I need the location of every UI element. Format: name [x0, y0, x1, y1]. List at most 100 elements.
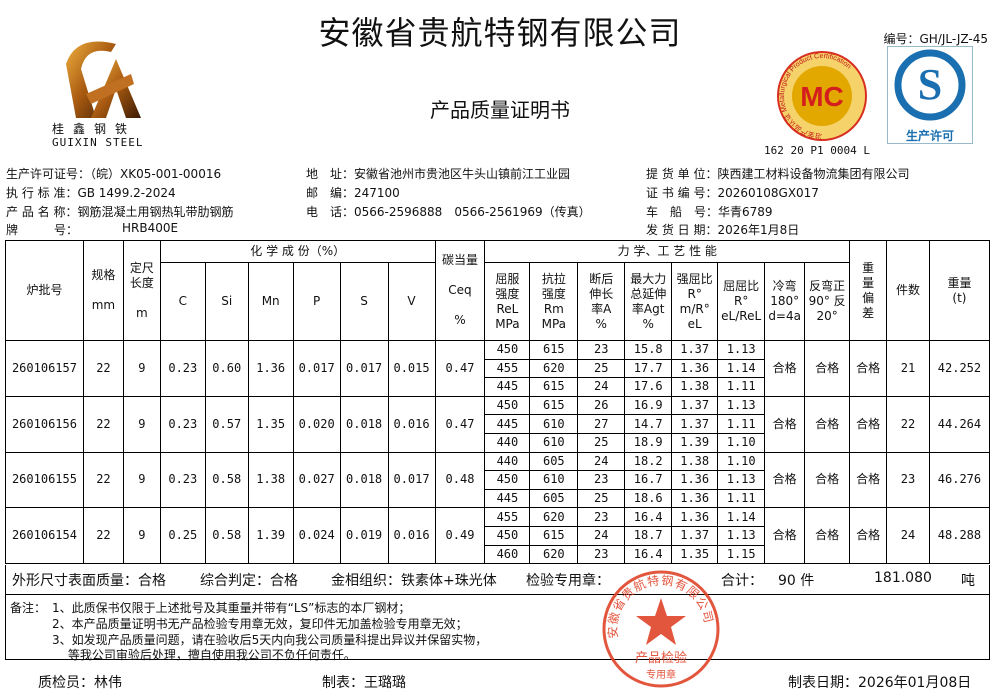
cell-p: 0.027: [292, 451, 341, 509]
product-name: 产 品 名 称：钢筋混凝土用钢热轧带肋钢筋: [6, 205, 234, 219]
cell-rel: 445: [484, 377, 531, 397]
cell-ratio2: 1.11: [717, 377, 766, 397]
cell-batch: 260106155: [5, 451, 84, 509]
cell-wdev: 合格: [849, 507, 888, 565]
table-row: 445 605 25 18.6 1.36 1.11: [6, 488, 990, 509]
cell-c: 0.23: [159, 395, 206, 453]
cell-rebend: 合格: [804, 451, 851, 509]
cell-wdev: 合格: [849, 340, 888, 397]
prepare-date: 制表日期：2026年01月08日: [788, 675, 972, 691]
cell-ratio2: 1.10: [717, 451, 766, 472]
metallography: 金相组织：铁素体+珠光体: [331, 573, 497, 589]
col-p: P: [292, 262, 341, 341]
cell-si: 0.57: [204, 395, 249, 453]
table-row: 460 620 23 16.4 1.35 1.15: [6, 544, 990, 565]
cell-rel: 440: [484, 432, 531, 453]
col-weight: 重量(t): [928, 240, 991, 341]
cell-a: 25: [577, 488, 626, 509]
cell-agt: 18.7: [624, 525, 673, 546]
col-ratio2: 屈屈比R° eL/ReL: [717, 262, 766, 341]
cell-rel: 450: [484, 525, 531, 546]
note-item: 2、本产品质量证明书无产品检验专用章无效，复印件无加盖检验专用章无效；: [52, 617, 468, 631]
cell-ratio2: 1.13: [717, 340, 766, 360]
agt-label: 最大力总延伸率Agt %: [630, 271, 667, 331]
guixin-logo-icon: [66, 41, 141, 118]
col-v: V: [387, 262, 436, 341]
cell-ceq: 0.47: [434, 395, 486, 453]
cell-length: 9: [122, 395, 161, 453]
cell-agt: 18.9: [624, 432, 673, 453]
cell-rm: 605: [529, 451, 579, 472]
star-icon: [636, 598, 686, 645]
cell-weight: 48.288: [928, 507, 991, 565]
table-row: 445 610 27 14.7 1.37 1.11: [6, 414, 990, 434]
cell-ratio2: 1.13: [717, 470, 766, 490]
inspection-seal: 安徽省贵航特钢有限公司 产品检验 专用章: [602, 570, 720, 688]
cell-ratio2: 1.14: [717, 358, 766, 379]
cell-rel: 450: [484, 340, 531, 360]
cell-a: 23: [577, 470, 626, 490]
cell-batch: 260106157: [5, 340, 84, 397]
cell-rm: 615: [529, 525, 579, 546]
cell-rel: 445: [484, 488, 531, 509]
license-number: 生产许可证号：（皖）XK05-001-00016: [6, 167, 222, 181]
cell-spec: 22: [82, 507, 124, 565]
cell-a: 25: [577, 432, 626, 453]
cell-rm: 620: [529, 358, 579, 379]
cell-rm: 605: [529, 488, 579, 509]
cell-ratio1: 1.37: [671, 525, 719, 546]
summary-row: 外形尺寸表面质量：合格 综合判定：合格 金相组织：铁素体+珠光体 检验专用章： …: [5, 565, 990, 595]
cell-p: 0.017: [292, 340, 341, 397]
notes-label: 备注：: [10, 601, 47, 615]
quality-table: 炉批号 规格 mm 定尺长度 m 化 学 成 份（%） 碳当量 Ceq% 力 学、工 …: [5, 240, 991, 565]
cell-ratio2: 1.13: [717, 395, 766, 416]
col-s: S: [339, 262, 389, 341]
cell-rel: 455: [484, 358, 531, 379]
cell-ratio1: 1.35: [671, 544, 719, 565]
table-row: 260106154 22 9 0.25 0.58 1.39 0.024 0.019 0.016 0…: [5, 507, 991, 565]
cell-rm: 610: [529, 432, 579, 453]
cell-ratio2: 1.11: [717, 488, 766, 509]
cell-c: 0.23: [159, 340, 206, 397]
logo-cn: 桂鑫钢铁: [52, 122, 137, 136]
cell-rel: 440: [484, 451, 531, 472]
cell-si: 0.60: [204, 340, 249, 397]
cell-a: 24: [577, 525, 626, 546]
preparer: 制表：王璐璐: [322, 675, 406, 691]
cell-rel: 460: [484, 544, 531, 565]
cell-rm: 620: [529, 544, 579, 565]
total-pieces: 90 件: [778, 573, 815, 589]
cell-p: 0.024: [292, 507, 341, 565]
cell-ratio2: 1.15: [717, 544, 766, 565]
col-si: Si: [204, 262, 249, 341]
cell-v: 0.017: [387, 451, 436, 509]
document-number: 编号：GH/JL-JZ-45: [883, 32, 988, 46]
cell-ratio1: 1.37: [671, 340, 719, 360]
cell-weight: 44.264: [928, 395, 991, 453]
cell-ceq: 0.49: [434, 507, 486, 565]
cell-cold: 合格: [764, 451, 806, 509]
cell-wdev: 合格: [849, 451, 888, 509]
cell-rel: 455: [484, 507, 531, 527]
certificate-number: 证 书 编 号：20260108GX017: [646, 186, 819, 200]
rel-label: 屈服强度ReL MPa: [495, 271, 520, 331]
cell-ratio1: 1.36: [671, 358, 719, 379]
cold-label: 冷弯180° d=4a: [768, 279, 801, 323]
cell-agt: 18.6: [624, 488, 673, 509]
col-rm: 抗拉强度Rm MPa: [529, 262, 579, 341]
cell-v: 0.016: [387, 395, 436, 453]
notes: 备注： 1、此质保书仅限于上述批号及其重量并带有“LS”标志的本厂钢材； 2、本…: [5, 595, 990, 662]
document-title: 产品质量证明书: [430, 98, 570, 122]
ship-date: 发 货 日 期：2026年1月8日: [646, 223, 800, 237]
col-mech: 力 学、工 艺 性 能: [484, 240, 851, 263]
cell-a: 25: [577, 358, 626, 379]
cell-a: 24: [577, 377, 626, 397]
col-cold-bend: 冷弯180° d=4a: [764, 262, 806, 341]
cell-ratio1: 1.36: [671, 488, 719, 509]
cell-cold: 合格: [764, 340, 806, 397]
cell-pcs: 23: [886, 451, 930, 509]
cell-ratio1: 1.38: [671, 451, 719, 472]
cell-ratio2: 1.11: [717, 414, 766, 434]
cell-wdev: 合格: [849, 395, 888, 453]
ratio1-label: 强屈比R° m/R° eL: [676, 271, 713, 331]
